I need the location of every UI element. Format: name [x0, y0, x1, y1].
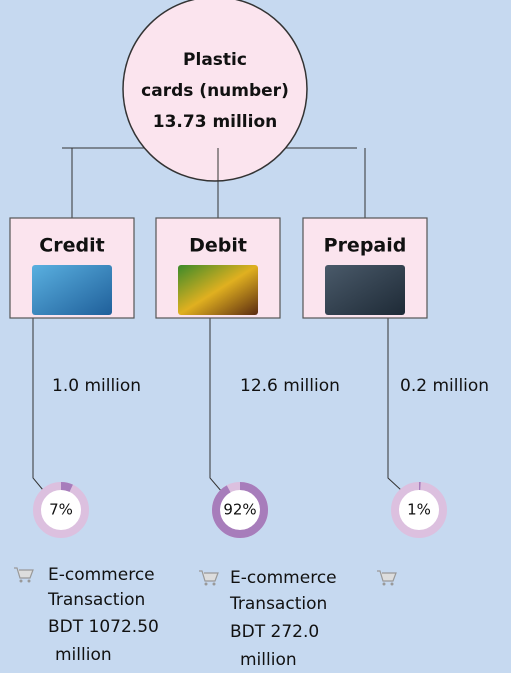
ecommerce-text: million [55, 645, 112, 665]
ecommerce-text: E-commerce [48, 565, 155, 585]
card-image [32, 265, 112, 315]
connector [32, 318, 44, 491]
count: 0.2 million [400, 376, 489, 396]
cart-wheel [27, 579, 31, 583]
cart-wheel [212, 582, 216, 586]
count: 1.0 million [52, 376, 141, 396]
share-label: 1% [407, 501, 431, 519]
ecommerce-text: E-commerce [230, 568, 337, 588]
share-label: 92% [223, 501, 256, 519]
cart-wheel [390, 582, 394, 586]
cart-icon [14, 567, 34, 579]
cart-wheel [19, 579, 23, 583]
ecommerce-text: Transaction [47, 590, 145, 610]
node-label: Debit [189, 235, 247, 257]
ecommerce-text: million [240, 650, 297, 670]
node-label: Credit [39, 235, 104, 257]
ecommerce-text: BDT 1072.50 [48, 617, 159, 637]
cart-wheel [382, 582, 386, 586]
count: 12.6 million [240, 376, 340, 396]
cart-wheel [204, 582, 208, 586]
cart-icon [377, 570, 397, 582]
root-text: 13.73 million [153, 112, 278, 132]
connector [387, 318, 402, 491]
root-text: cards (number) [141, 81, 289, 101]
root-node [122, 0, 308, 182]
root-text: Plastic [183, 50, 247, 70]
donut-arc [391, 482, 447, 538]
connector [209, 318, 223, 493]
share-label: 7% [49, 501, 73, 519]
ecommerce-text: Transaction [229, 594, 327, 614]
ecommerce-text: BDT 272.0 [230, 622, 319, 642]
cart-icon [199, 570, 219, 582]
card-image [178, 265, 258, 315]
node-label: Prepaid [324, 235, 407, 257]
card-image [325, 265, 405, 315]
donut-arc [33, 482, 89, 538]
donut-arc [212, 482, 268, 538]
